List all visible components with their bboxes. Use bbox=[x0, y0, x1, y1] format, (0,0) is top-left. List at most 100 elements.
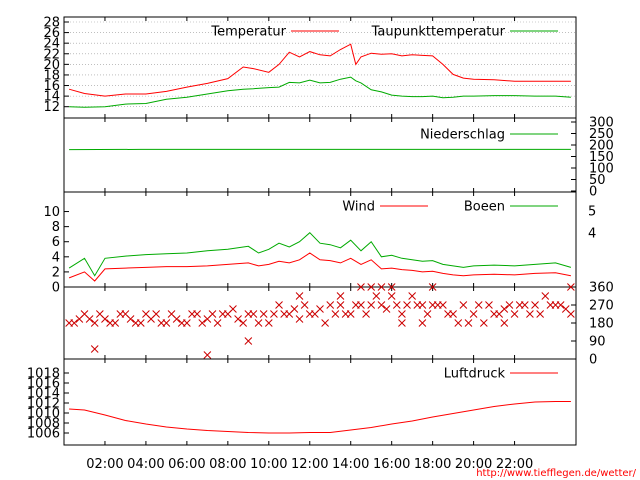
wind-direction-point bbox=[408, 292, 417, 300]
wind-direction-point bbox=[454, 319, 463, 327]
wind-direction-point bbox=[500, 319, 509, 327]
legend-label-wind: Wind bbox=[342, 200, 375, 215]
y-tick-label: 24 bbox=[43, 37, 60, 52]
wind-direction-point bbox=[270, 310, 278, 318]
wind-direction-point bbox=[398, 310, 406, 318]
y-tick-label: 8 bbox=[52, 220, 60, 235]
wind-direction-point bbox=[326, 301, 335, 309]
series-line-taupunkttemperatur bbox=[69, 76, 571, 108]
right-tick-label: 0 bbox=[589, 185, 597, 200]
wind-direction-point bbox=[387, 292, 396, 300]
wind-direction-point bbox=[136, 319, 145, 327]
wind-direction-point bbox=[418, 301, 427, 309]
wind-direction-point bbox=[398, 319, 406, 327]
wind-direction-point bbox=[505, 301, 514, 309]
wind-direction-point bbox=[372, 292, 381, 300]
wind-direction-point bbox=[229, 305, 237, 313]
right-tick-label: 0 bbox=[589, 353, 597, 368]
wind-direction-point bbox=[111, 319, 120, 327]
wind-direction-point bbox=[183, 319, 191, 327]
y-tick-label: 10 bbox=[43, 205, 60, 220]
right-tick-label: 250 bbox=[589, 127, 614, 142]
right-tick-label: 90 bbox=[589, 335, 606, 350]
wind-direction-point bbox=[336, 292, 345, 300]
wind-direction-point bbox=[485, 301, 493, 309]
wind-direction-point bbox=[300, 301, 309, 309]
wind-direction-point bbox=[541, 292, 550, 300]
wind-direction-point bbox=[474, 301, 483, 309]
wind-direction-point bbox=[449, 310, 457, 318]
wind-direction-point bbox=[126, 315, 135, 323]
wind-direction-point bbox=[418, 319, 427, 327]
wind-direction-point bbox=[423, 310, 432, 318]
wind-direction-point bbox=[275, 301, 283, 309]
wind-direction-point bbox=[382, 305, 391, 313]
y-tick-label: 20 bbox=[43, 58, 60, 73]
wind-direction-point bbox=[244, 337, 253, 345]
legend-label-luftdruck: Luftdruck bbox=[444, 367, 506, 382]
x-tick-label: 16:00 bbox=[373, 457, 410, 472]
y-tick-label: 1006 bbox=[27, 427, 60, 442]
x-tick-label: 04:00 bbox=[127, 457, 164, 472]
y-tick-label: 1012 bbox=[27, 397, 60, 412]
y-tick-label: 6 bbox=[52, 235, 60, 250]
wind-direction-point bbox=[331, 310, 340, 318]
wind-direction-point bbox=[249, 310, 258, 318]
x-tick-label: 22:00 bbox=[496, 457, 533, 472]
x-tick-label: 02:00 bbox=[86, 457, 123, 472]
wind-direction-point bbox=[346, 310, 355, 318]
y-tick-label: 1018 bbox=[27, 367, 60, 382]
right-tick-label: 360 bbox=[589, 281, 614, 296]
wind-direction-point bbox=[459, 301, 468, 309]
series-line-luftdruck bbox=[69, 401, 571, 434]
y-tick-label: 0 bbox=[52, 281, 60, 296]
x-tick-label: 12:00 bbox=[291, 457, 328, 472]
wind-direction-point bbox=[500, 305, 509, 313]
wind-direction-point bbox=[439, 301, 447, 309]
wind-direction-point bbox=[567, 283, 575, 291]
wind-direction-point bbox=[367, 283, 376, 291]
y-tick-label: 12 bbox=[43, 100, 60, 115]
wind-direction-point bbox=[162, 319, 171, 327]
y-tick-label: 14 bbox=[43, 90, 60, 105]
y-tick-label: 26 bbox=[43, 26, 60, 41]
wind-direction-point bbox=[70, 319, 79, 327]
y-tick-label: 1014 bbox=[27, 387, 60, 402]
wind-direction-point bbox=[479, 319, 488, 327]
wind-direction-point bbox=[367, 301, 376, 309]
wind-direction-point bbox=[172, 315, 181, 323]
series-line-boeen bbox=[68, 232, 572, 277]
panel-wind-direction bbox=[63, 283, 577, 360]
wind-direction-point bbox=[567, 310, 575, 318]
wind-direction-point bbox=[531, 301, 539, 309]
right-tick-label: 270 bbox=[589, 299, 614, 314]
y-tick-label: 18 bbox=[43, 68, 60, 83]
legend-label-taupunkttemperatur: Taupunkttemperatur bbox=[371, 25, 506, 40]
x-tick-label: 18:00 bbox=[414, 457, 451, 472]
x-tick-label: 20:00 bbox=[455, 457, 492, 472]
wind-direction-point bbox=[295, 315, 304, 323]
wind-direction-point bbox=[295, 292, 304, 300]
right-tick-label: 180 bbox=[589, 317, 614, 332]
wind-direction-point bbox=[152, 310, 161, 318]
series-line-temperatur bbox=[68, 43, 571, 97]
wind-direction-point bbox=[362, 310, 370, 318]
wind-direction-point bbox=[377, 301, 386, 309]
wind-direction-point bbox=[213, 319, 222, 327]
panel-pressure bbox=[63, 358, 577, 446]
y-tick-label: 2 bbox=[52, 265, 60, 280]
credit-link: http://www.tiefflegen.de/wetter/ bbox=[476, 468, 636, 479]
wind-direction-point bbox=[85, 315, 94, 323]
right-tick-label: 5 bbox=[588, 205, 596, 220]
wind-direction-point bbox=[254, 319, 263, 327]
wind-direction-point bbox=[510, 310, 519, 318]
right-tick-label: 100 bbox=[589, 162, 614, 177]
legend-label-temperatur: Temperatur bbox=[210, 25, 286, 40]
wind-direction-point bbox=[264, 319, 273, 327]
wind-direction-point bbox=[290, 305, 299, 313]
right-tick-label: 4 bbox=[588, 227, 596, 242]
x-tick-label: 06:00 bbox=[168, 457, 205, 472]
y-tick-label: 16 bbox=[43, 79, 60, 94]
x-tick-label: 14:00 bbox=[332, 457, 369, 472]
